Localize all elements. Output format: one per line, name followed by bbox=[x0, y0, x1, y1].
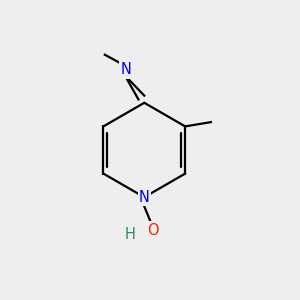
Text: N: N bbox=[139, 190, 150, 205]
Text: N: N bbox=[120, 62, 131, 77]
Text: O: O bbox=[147, 223, 159, 238]
Text: H: H bbox=[124, 227, 135, 242]
